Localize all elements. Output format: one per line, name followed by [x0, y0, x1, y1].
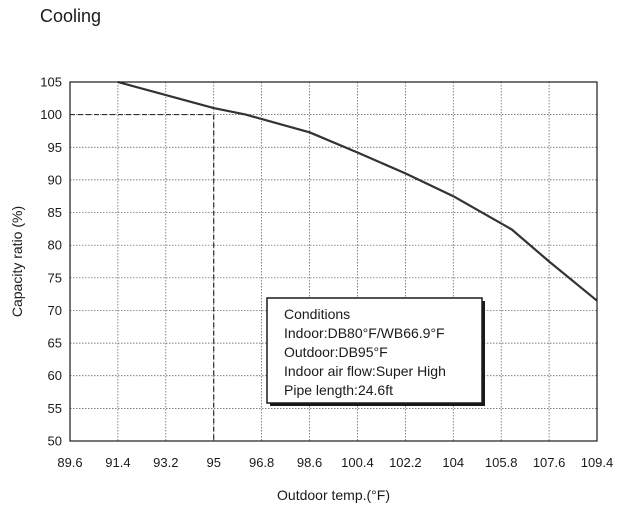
y-tick-label: 105: [40, 75, 62, 90]
y-tick-label: 85: [48, 205, 62, 220]
x-tick-label: 95: [206, 455, 220, 470]
conditions-line: Pipe length:24.6ft: [284, 382, 393, 398]
x-tick-label: 91.4: [105, 455, 130, 470]
y-tick-label: 90: [48, 172, 62, 187]
y-tick-label: 95: [48, 140, 62, 155]
conditions-text: Conditions Indoor:DB80°F/WB66.9°F Outdoor:…: [284, 306, 446, 398]
conditions-line: Conditions: [284, 306, 350, 322]
y-axis-label: Capacity ratio (%): [9, 206, 25, 317]
x-tick-label: 102.2: [389, 455, 422, 470]
y-tick-label: 50: [48, 434, 62, 449]
x-tick-label: 100.4: [341, 455, 374, 470]
x-tick-label: 96.8: [249, 455, 274, 470]
x-tick-label: 107.6: [533, 455, 566, 470]
conditions-line: Indoor air flow:Super High: [284, 363, 446, 379]
x-tick-labels: 89.6 91.4 93.2 95 96.8 98.6 100.4 102.2 104 105.8…: [57, 455, 613, 470]
y-tick-label: 80: [48, 238, 62, 253]
chart-title: Cooling: [40, 6, 102, 26]
y-tick-label: 60: [48, 368, 62, 383]
x-tick-label: 98.6: [297, 455, 322, 470]
plot-frame: [69, 81, 598, 442]
y-tick-label: 55: [48, 401, 62, 416]
x-tick-label: 89.6: [57, 455, 82, 470]
y-tick-label: 70: [48, 303, 62, 318]
y-tick-labels: 50 55 60 65 70 75 80 85 90 95 100 105: [40, 75, 62, 449]
grid-lines: [70, 82, 597, 441]
conditions-line: Indoor:DB80°F/WB66.9°F: [284, 325, 445, 341]
y-tick-label: 65: [48, 336, 62, 351]
conditions-box-frame: [266, 297, 483, 404]
y-tick-label: 75: [48, 270, 62, 285]
conditions-box: Conditions Indoor:DB80°F/WB66.9°F Outdoor:…: [266, 297, 485, 406]
series-line: [117, 80, 598, 302]
reference-lines: [70, 114, 215, 441]
x-tick-label: 105.8: [485, 455, 518, 470]
x-tick-label: 93.2: [153, 455, 178, 470]
x-axis-label: Outdoor temp.(°F): [277, 487, 390, 503]
x-tick-label: 104: [442, 455, 464, 470]
conditions-line: Outdoor:DB95°F: [284, 344, 388, 360]
series-layer: [117, 80, 598, 302]
x-tick-label: 109.4: [581, 455, 614, 470]
y-tick-label: 100: [40, 107, 62, 122]
